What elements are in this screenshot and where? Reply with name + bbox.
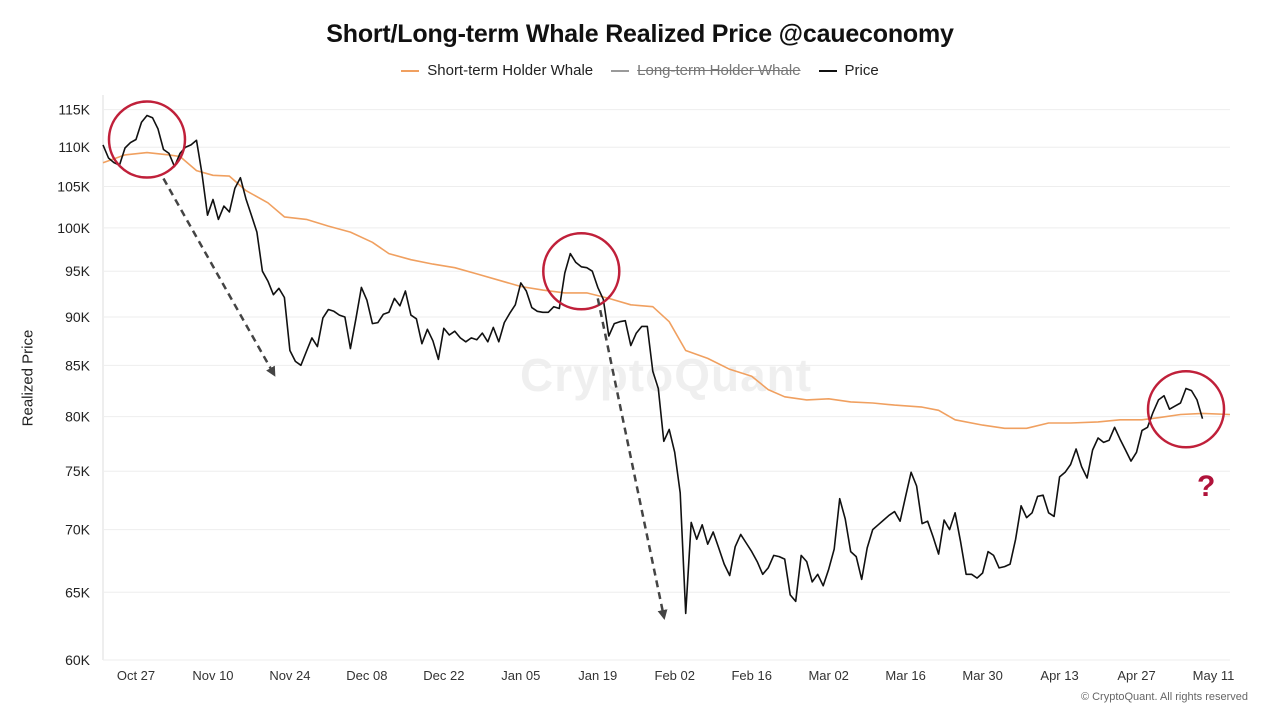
y-tick-label: 75K	[65, 463, 91, 479]
y-tick-label: 115K	[58, 102, 90, 118]
x-tick-label: Jan 05	[501, 668, 540, 683]
legend-item-long-term[interactable]: Long-term Holder Whale	[611, 62, 801, 79]
series-line-price	[102, 114, 1204, 615]
y-tick-label: 65K	[65, 584, 91, 600]
y-tick-label: 60K	[65, 652, 91, 668]
copyright-notice: © CryptoQuant. All rights reserved	[1080, 691, 1248, 703]
legend-item-price[interactable]: Price	[818, 62, 879, 79]
x-tick-label: Mar 16	[885, 668, 925, 683]
legend-item-short-term[interactable]: Short-term Holder Whale	[401, 62, 593, 79]
legend-label-price: Price	[844, 62, 879, 79]
y-tick-label: 80K	[65, 409, 91, 425]
highlight-circle	[1146, 369, 1226, 449]
y-tick-label: 95K	[65, 263, 91, 279]
x-tick-label: Nov 10	[192, 668, 233, 683]
trend-arrow	[596, 298, 668, 620]
x-tick-label: Apr 13	[1040, 668, 1078, 683]
y-tick-label: 85K	[65, 357, 91, 373]
x-tick-label: Feb 02	[655, 668, 695, 683]
chart-title: Short/Long-term Whale Realized Price @ca…	[326, 20, 954, 48]
question-mark-annotation: ?	[1197, 470, 1216, 503]
y-tick-label: 100K	[57, 220, 90, 236]
x-tick-label: Oct 27	[117, 668, 155, 683]
x-tick-label: Mar 02	[808, 668, 848, 683]
legend-swatch-long-term	[611, 69, 630, 72]
grid-lines	[102, 95, 1230, 661]
y-tick-label: 105K	[57, 179, 90, 195]
legend-swatch-short-term	[401, 69, 420, 72]
legend-label-long-term: Long-term Holder Whale	[637, 62, 801, 79]
x-tick-label: Nov 24	[269, 668, 310, 683]
legend-label-short-term: Short-term Holder Whale	[427, 62, 594, 79]
x-tick-labels: Oct 27 Nov 10 Nov 24 Dec 08 Dec 22 Jan 05 Jan …	[117, 668, 1235, 683]
legend: Short-term Holder Whale Long-term Holder…	[0, 62, 1280, 79]
x-tick-label: Apr 27	[1117, 668, 1155, 683]
x-tick-label: May 11	[1193, 668, 1235, 683]
x-tick-label: Mar 30	[962, 668, 1002, 683]
series-lines	[102, 114, 1231, 615]
y-tick-labels: 60K 65K 70K 75K 80K 85K 90K 95K 100K 105K 110K 115K	[57, 102, 90, 668]
x-tick-label: Dec 08	[346, 668, 387, 683]
x-tick-label: Jan 19	[578, 668, 617, 683]
trend-arrow	[162, 177, 276, 377]
y-tick-label: 90K	[65, 309, 91, 325]
highlight-circle	[542, 231, 621, 311]
x-tick-label: Dec 22	[423, 668, 464, 683]
series-line-short-term-holder-whale	[102, 151, 1231, 430]
annotations	[107, 100, 1226, 620]
x-tick-label: Feb 16	[731, 668, 771, 683]
y-tick-label: 70K	[65, 522, 91, 538]
highlight-circle	[107, 100, 187, 179]
legend-swatch-price	[818, 69, 837, 72]
y-tick-label: 110K	[58, 139, 90, 155]
